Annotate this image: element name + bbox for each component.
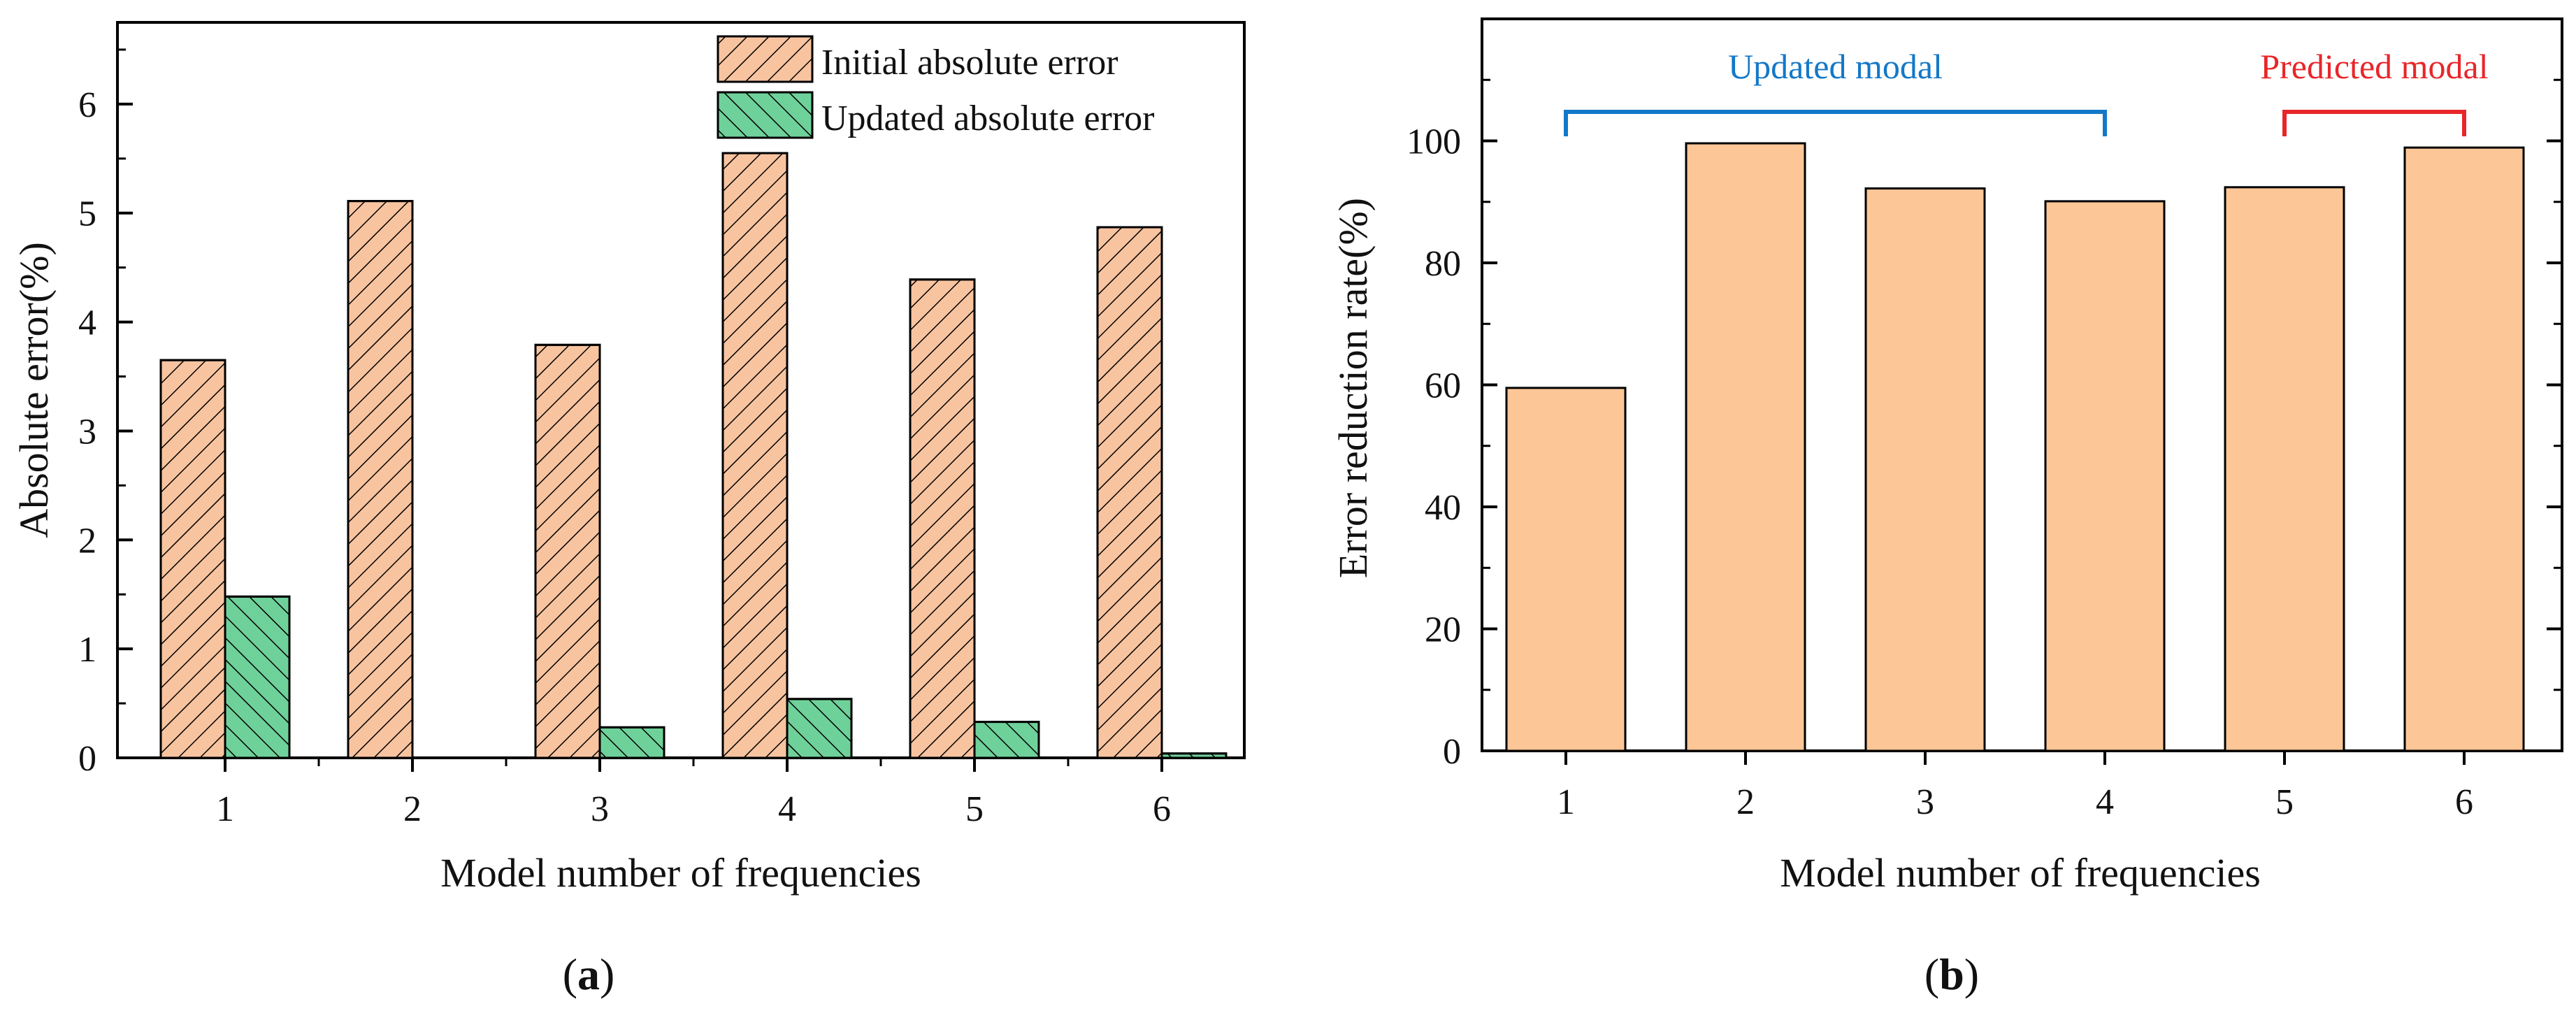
y-tick-label-a-3: 3 xyxy=(78,412,96,452)
y-tick-label-b-60: 60 xyxy=(1425,366,1461,406)
bar-initial-5-hatch xyxy=(909,278,976,759)
x-tick-label-b-3: 3 xyxy=(1916,782,1934,822)
bar-updated-1-hatch xyxy=(224,595,291,759)
x-tick-label-b-4: 4 xyxy=(2096,782,2114,822)
y-tick-label-b-80: 80 xyxy=(1425,244,1461,284)
y-tick-label-a-5: 5 xyxy=(78,194,96,234)
y-tick-label-b-100: 100 xyxy=(1406,122,1461,162)
y-tick-label-a-0: 0 xyxy=(78,739,96,779)
legend-swatch-initial-hatch xyxy=(717,35,814,83)
bar-updated-6-hatch xyxy=(1160,752,1228,759)
bar-initial-3-hatch xyxy=(534,343,601,759)
legend-label-initial: Initial absolute error xyxy=(821,43,1118,82)
bar-reduction-3 xyxy=(1864,187,1986,752)
y-tick-label-b-40: 40 xyxy=(1425,488,1461,528)
x-tick-label-b-6: 6 xyxy=(2455,782,2473,822)
bar-reduction-1 xyxy=(1505,387,1627,752)
chart-panel-a: 0 1 2 3 4 5 6 1 2 3 4 5 6 Initial absolute error Up… xyxy=(11,21,1246,999)
bar-updated-3-hatch xyxy=(598,726,665,759)
x-tick-label-a-5: 5 xyxy=(965,789,984,829)
x-tick-label-b-1: 1 xyxy=(1557,782,1575,822)
bar-initial-1-hatch xyxy=(159,359,226,759)
y-axis-ticks-b: 0 20 40 60 80 100 xyxy=(1406,78,2562,772)
y-tick-label-b-20: 20 xyxy=(1425,610,1461,650)
x-axis-title-a: Model number of frequencies xyxy=(440,850,921,896)
y-axis-title-b: Error reduction rate(%) xyxy=(1330,198,1376,578)
bar-reduction-5 xyxy=(2224,186,2345,752)
bracket-predicted-modal xyxy=(2282,110,2466,136)
bar-reduction-4 xyxy=(2044,200,2166,752)
x-axis-ticks-b: 1 2 3 4 5 6 xyxy=(1557,751,2473,822)
annotation-brackets-b: Updated modal Predicted modal xyxy=(1564,47,2489,136)
bar-updated-5-hatch xyxy=(973,721,1040,759)
bracket-label-updated-modal: Updated modal xyxy=(1728,47,1943,86)
y-tick-label-a-1: 1 xyxy=(78,630,96,670)
x-axis-ticks-a: 1 2 3 4 5 6 xyxy=(216,758,1171,829)
bracket-updated-modal xyxy=(1564,110,2107,136)
x-tick-label-a-4: 4 xyxy=(778,789,796,829)
y-tick-label-b-0: 0 xyxy=(1443,732,1461,772)
y-tick-label-a-4: 4 xyxy=(78,303,96,343)
x-tick-label-a-6: 6 xyxy=(1153,789,1171,829)
legend-swatch-updated-hatch xyxy=(717,91,814,139)
x-axis-title-b: Model number of frequencies xyxy=(1780,850,2261,896)
y-axis-ticks-a: 0 1 2 3 4 5 6 xyxy=(78,48,133,779)
legend-a: Initial absolute error Updated absolute … xyxy=(717,35,1154,139)
panel-label-a: (a) xyxy=(563,949,615,999)
bar-reduction-6 xyxy=(2403,146,2525,752)
x-tick-label-a-2: 2 xyxy=(403,789,422,829)
plot-frame-a xyxy=(116,21,1246,759)
x-tick-label-a-3: 3 xyxy=(591,789,609,829)
y-tick-label-a-2: 2 xyxy=(78,521,96,561)
bar-initial-4-hatch xyxy=(721,152,789,759)
x-tick-label-b-5: 5 xyxy=(2275,782,2294,822)
y-axis-title-a: Absolute error(%) xyxy=(11,242,57,538)
x-tick-label-a-1: 1 xyxy=(216,789,234,829)
chart-panel-b: 0 20 40 60 80 100 1 2 3 4 5 6 Updated modal Predict… xyxy=(1330,17,2563,999)
y-tick-label-a-6: 6 xyxy=(78,85,96,125)
bar-updated-4-hatch xyxy=(786,698,853,759)
plot-frame-b xyxy=(1481,17,2563,752)
bar-initial-2-hatch xyxy=(347,200,414,759)
bars-a xyxy=(159,152,1228,759)
bars-b xyxy=(1505,142,2525,752)
bar-reduction-2 xyxy=(1685,142,1806,752)
bracket-label-predicted-modal: Predicted modal xyxy=(2260,47,2488,86)
x-tick-label-b-2: 2 xyxy=(1736,782,1755,822)
panel-label-b: (b) xyxy=(1924,949,1979,999)
bar-initial-6-hatch xyxy=(1096,226,1163,759)
legend-label-updated: Updated absolute error xyxy=(821,99,1154,138)
